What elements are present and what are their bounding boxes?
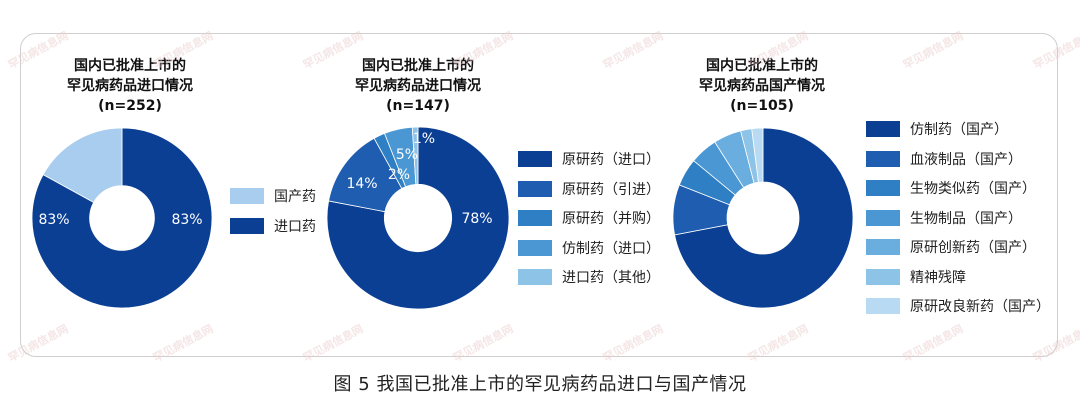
chart-2-legend-item: 进口药（其他） bbox=[518, 267, 660, 287]
chart-2-slice-label-5: 1% bbox=[413, 131, 435, 147]
chart-3-legend-item: 精神残障 bbox=[866, 267, 1050, 287]
legend-swatch bbox=[866, 239, 900, 255]
chart-1-legend-item: 进口药 bbox=[230, 216, 316, 236]
chart-2-title-line-1: 国内已批准上市的 bbox=[362, 58, 474, 74]
chart-3-donut bbox=[672, 127, 854, 309]
legend-label: 精神残障 bbox=[910, 269, 966, 286]
chart-2-slice-1 bbox=[326, 126, 510, 310]
chart-2-legend-item: 原研药（并购） bbox=[518, 208, 660, 228]
chart-3-legend-item: 原研改良新药（国产） bbox=[866, 296, 1050, 316]
chart-3-legend-item: 仿制药（国产） bbox=[866, 119, 1050, 139]
legend-label: 生物制品（国产） bbox=[910, 210, 1022, 227]
legend-label: 原研药（引进） bbox=[562, 181, 660, 198]
chart-3-slice-7 bbox=[751, 127, 764, 183]
legend-swatch bbox=[866, 209, 900, 226]
legend-swatch bbox=[866, 150, 900, 167]
chart-2-slice-label-1: 78% bbox=[461, 211, 492, 227]
legend-swatch bbox=[518, 269, 552, 285]
chart-2-title-line-2: 罕见病药品进口情况 bbox=[355, 78, 481, 94]
chart-1-title-line-2: 罕见病药品进口情况 bbox=[67, 78, 193, 94]
legend-label: 原研药（进口） bbox=[562, 152, 660, 168]
legend-label: 进口药 bbox=[274, 218, 316, 235]
chart-2-slice-label-2: 14% bbox=[346, 176, 377, 192]
chart-3-title-line-3: (n=105) bbox=[730, 98, 794, 114]
chart-1-title-line-3: (n=252) bbox=[98, 98, 162, 114]
chart-1-slice-1 bbox=[31, 127, 213, 309]
chart-1-title-line-1: 国内已批准上市的 bbox=[74, 58, 186, 74]
chart-2-slice-label-3: 2% bbox=[388, 167, 410, 183]
legend-swatch bbox=[866, 298, 900, 314]
legend-swatch bbox=[518, 210, 552, 226]
legend-swatch bbox=[518, 180, 552, 197]
chart-2-legend: 原研药（进口） 原研药（引进） 原研药（并购） 仿制药（进口） 进口药（其他） bbox=[518, 149, 660, 297]
chart-3-legend-item: 生物类似药（国产） bbox=[866, 178, 1050, 198]
chart-3-title-line-1: 国内已批准上市的 bbox=[706, 58, 818, 74]
legend-swatch bbox=[230, 217, 264, 234]
legend-label: 仿制药（国产） bbox=[910, 122, 1008, 138]
chart-2-legend-item: 原研药（进口） bbox=[518, 149, 660, 169]
chart-2-legend-item: 仿制药（进口） bbox=[518, 238, 660, 258]
chart-3-title-line-2: 罕见病药品国产情况 bbox=[699, 78, 825, 94]
chart-3-legend: 仿制药（国产） 血液制品（国产） 生物类似药（国产） 生物制品（国产） 原研创新药（国产… bbox=[866, 119, 1050, 326]
legend-label: 生物类似药（国产） bbox=[910, 181, 1036, 197]
chart-1-slice-label-1: 83% bbox=[171, 212, 202, 228]
chart-2-slice-5 bbox=[411, 126, 419, 185]
chart-2-title: 国内已批准上市的 罕见病药品进口情况 (n=147) bbox=[328, 56, 508, 116]
legend-label: 进口药（其他） bbox=[562, 270, 660, 286]
legend-swatch bbox=[518, 239, 552, 256]
chart-1-title: 国内已批准上市的 罕见病药品进口情况 (n=252) bbox=[40, 56, 220, 116]
chart-1-donut: 83% 83% bbox=[31, 127, 213, 309]
legend-label: 原研改良新药（国产） bbox=[910, 299, 1050, 315]
chart-2-slice-label-4: 5% bbox=[396, 147, 418, 163]
legend-swatch bbox=[866, 268, 900, 285]
legend-swatch bbox=[518, 151, 552, 167]
legend-swatch bbox=[866, 180, 900, 196]
chart-3-legend-item: 原研创新药（国产） bbox=[866, 237, 1050, 257]
chart-2-title-line-3: (n=147) bbox=[386, 98, 450, 114]
legend-label: 血液制品（国产） bbox=[910, 151, 1022, 168]
chart-2-legend-item: 原研药（引进） bbox=[518, 179, 660, 199]
chart-1-slice-label-2: 83% bbox=[38, 212, 69, 228]
chart-3-legend-item: 血液制品（国产） bbox=[866, 149, 1050, 169]
chart-3-legend-item: 生物制品（国产） bbox=[866, 208, 1050, 228]
legend-swatch bbox=[230, 188, 264, 204]
legend-label: 原研创新药（国产） bbox=[910, 240, 1036, 256]
legend-label: 国产药 bbox=[274, 189, 316, 205]
figure-caption: 图 5 我国已批准上市的罕见病药品进口与国产情况 bbox=[333, 374, 747, 395]
chart-1-legend: 国产药 进口药 bbox=[230, 186, 316, 245]
chart-1-slice-2 bbox=[42, 127, 123, 203]
legend-swatch bbox=[866, 121, 900, 137]
legend-label: 仿制药（进口） bbox=[562, 240, 660, 257]
chart-3-title: 国内已批准上市的 罕见病药品国产情况 (n=105) bbox=[672, 56, 852, 116]
legend-label: 原研药（并购） bbox=[562, 211, 660, 227]
chart-2-donut: 78% 14% 2% 5%1% bbox=[326, 126, 510, 310]
chart-3-slice-1 bbox=[674, 127, 854, 309]
chart-1-legend-item: 国产药 bbox=[230, 186, 316, 206]
